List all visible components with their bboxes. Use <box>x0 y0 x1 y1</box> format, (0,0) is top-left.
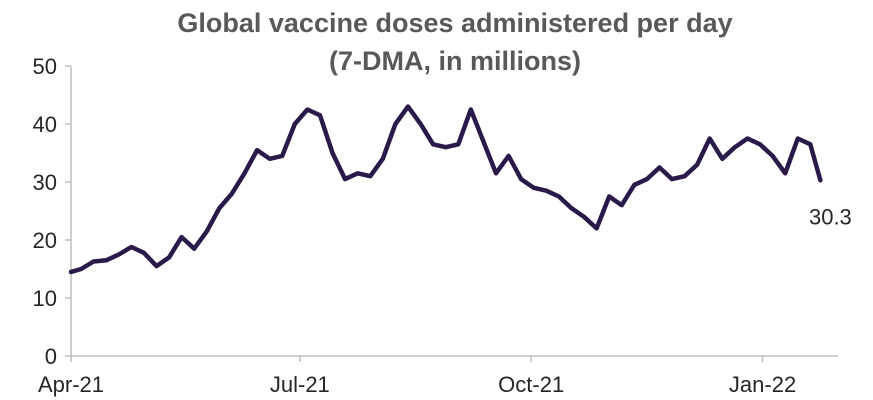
y-tick-label: 30 <box>33 170 57 195</box>
x-axis-tick-labels: Apr-21 Jul-21 Oct-21 Jan-22 <box>38 372 796 397</box>
y-tick-label: 40 <box>33 112 57 137</box>
axes <box>65 65 838 362</box>
chart-title: Global vaccine doses administered per da… <box>177 8 732 38</box>
series-line-1 <box>68 104 823 275</box>
x-tick-label: Oct-21 <box>498 372 564 397</box>
y-tick-label: 20 <box>33 228 57 253</box>
end-value-label: 30.3 <box>809 204 852 229</box>
chart-subtitle: (7-DMA, in millions) <box>329 46 581 76</box>
x-tick-label: Apr-21 <box>38 372 104 397</box>
y-axis-tick-labels: 0 10 20 30 40 50 <box>33 54 57 369</box>
x-tick-label: Jan-22 <box>729 372 796 397</box>
series-layer <box>68 104 823 275</box>
x-tick-label: Jul-21 <box>270 372 330 397</box>
y-tick-label: 50 <box>33 54 57 79</box>
y-tick-label: 10 <box>33 286 57 311</box>
annotations-layer: 30.3 <box>809 204 852 229</box>
y-tick-label: 0 <box>45 344 57 369</box>
